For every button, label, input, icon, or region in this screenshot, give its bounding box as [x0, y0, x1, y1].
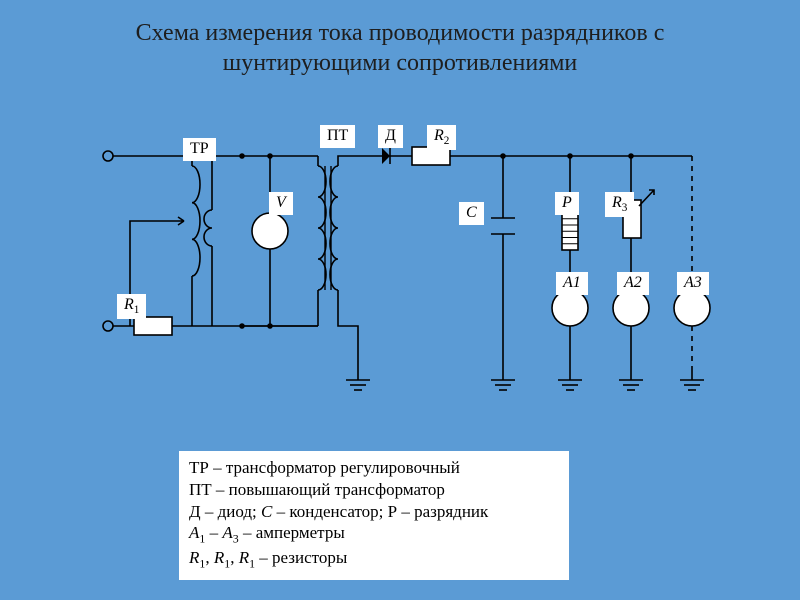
label-A1: А1	[556, 272, 588, 295]
legend-line-1: ПТ – повышающий трансформатор	[189, 479, 559, 501]
label-PT: ПТ	[320, 125, 355, 148]
label-C: C	[459, 202, 484, 225]
label-V: V	[269, 192, 293, 215]
label-R2: R2	[427, 125, 456, 150]
label-D: Д	[378, 125, 403, 148]
legend-line-3: A1 – A3 – амперметры	[189, 522, 559, 547]
label-A2: А2	[617, 272, 649, 295]
legend-box: ТР – трансформатор регулировочный ПТ – п…	[179, 451, 569, 580]
label-R1: R1	[117, 294, 146, 319]
legend-line-0: ТР – трансформатор регулировочный	[189, 457, 559, 479]
label-R3: R3	[605, 192, 634, 217]
legend-line-2: Д – диод; C – конденсатор; Р – разрядник	[189, 501, 559, 523]
label-P: Р	[555, 192, 579, 215]
label-A3: А3	[677, 272, 709, 295]
label-TR: ТР	[183, 138, 216, 161]
legend-line-4: R1, R1, R1 – резисторы	[189, 547, 559, 572]
